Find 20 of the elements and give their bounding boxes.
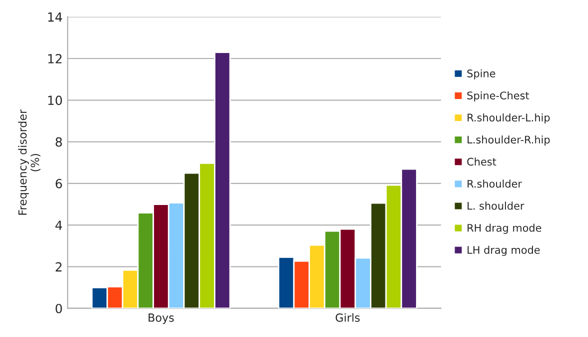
x-tick-label: Girls [336, 313, 360, 322]
y-tick-label: 2 [56, 262, 62, 272]
legend-label: Chest [467, 158, 496, 166]
legend-label: RH drag mode [468, 224, 542, 234]
legend-label: LH drag mode [468, 246, 540, 256]
y-tick-label: 12 [48, 54, 62, 64]
x-tick-label: Boys [148, 314, 174, 324]
legend-label: L.shoulder-R.hip [468, 136, 550, 146]
legend-label: R.shoulder [468, 180, 522, 188]
y-tick-label: 8 [56, 137, 62, 147]
legend-label: L. shoulder [468, 202, 524, 210]
y-tick-label: 4 [55, 220, 62, 230]
y-tick-label: 14 [48, 12, 62, 22]
legend-label: Spine [467, 69, 496, 80]
y-tick-label: 0 [56, 304, 62, 314]
y-tick-label: 6 [56, 178, 62, 188]
y-tick-label: 10 [48, 96, 62, 106]
legend-label: Spine-Chest [467, 91, 530, 102]
legend-label: R.shoulder-L.hip [468, 113, 550, 124]
y-axis-title: Frequency disorder (%) [18, 109, 40, 215]
